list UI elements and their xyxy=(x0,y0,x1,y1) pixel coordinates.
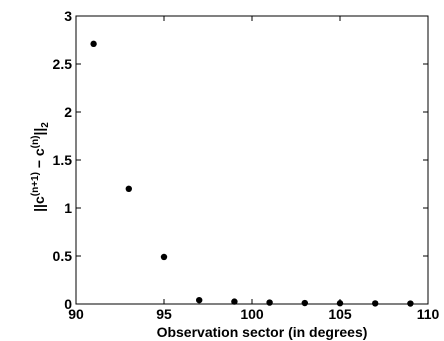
y-label-open: ||c xyxy=(31,196,47,212)
y-tick-label: 1 xyxy=(64,200,72,216)
y-label-close: || xyxy=(31,128,47,136)
y-label-sup2: (n) xyxy=(30,136,41,149)
data-point xyxy=(231,298,238,305)
y-tick-labels: 0 0.5 1 1.5 2 2.5 3 xyxy=(53,8,73,312)
data-point xyxy=(125,185,132,192)
plot-area xyxy=(75,15,429,305)
x-tick-label: 90 xyxy=(68,306,84,322)
y-tick-label: 1.5 xyxy=(53,152,73,168)
y-axis-label: ||c(n+1) − c(n)||2 xyxy=(30,122,51,212)
y-tick-label: 2 xyxy=(64,104,72,120)
data-points xyxy=(90,40,414,307)
data-point xyxy=(90,40,97,48)
y-tick-label: 2.5 xyxy=(53,56,73,72)
data-point xyxy=(372,300,379,307)
y-tick-label: 0 xyxy=(64,296,72,312)
plot-frame xyxy=(75,15,429,305)
x-tick-labels: 90 95 100 105 110 xyxy=(68,306,439,322)
data-point xyxy=(336,300,344,307)
x-tick-label: 105 xyxy=(328,306,352,322)
x-tick-label: 100 xyxy=(240,306,264,322)
data-point xyxy=(301,299,308,307)
y-tick-label: 0.5 xyxy=(53,248,73,264)
axis-ticks xyxy=(75,15,429,305)
data-point xyxy=(407,300,414,307)
y-label-sup1: (n+1) xyxy=(30,172,41,196)
y-label-sub: 2 xyxy=(40,122,51,128)
x-axis-label: Observation sector (in degrees) xyxy=(157,324,368,340)
y-tick-label: 3 xyxy=(64,8,72,24)
x-tick-label: 110 xyxy=(417,306,440,322)
data-point xyxy=(266,299,273,306)
y-label-minus: − c xyxy=(31,148,47,172)
data-point xyxy=(160,253,168,261)
data-point xyxy=(196,296,203,304)
x-tick-label: 95 xyxy=(156,306,172,322)
